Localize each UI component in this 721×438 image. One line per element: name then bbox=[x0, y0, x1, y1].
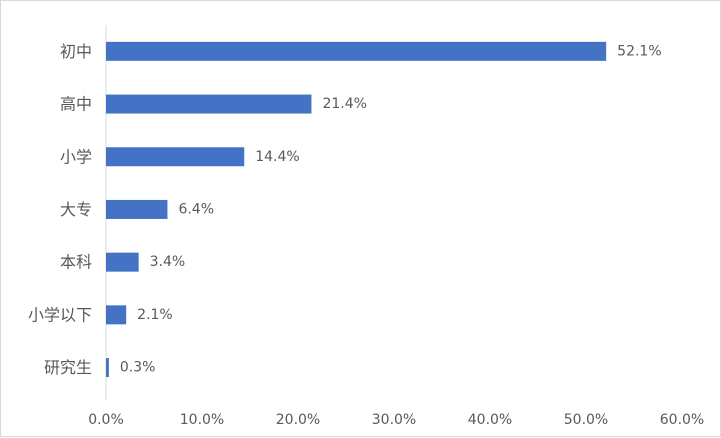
x-tick-label: 0.0% bbox=[88, 412, 124, 428]
x-tick-label: 60.0% bbox=[660, 412, 704, 428]
category-label: 小学 bbox=[60, 147, 92, 166]
bar bbox=[106, 199, 168, 219]
value-label: 52.1% bbox=[617, 43, 661, 59]
value-label: 21.4% bbox=[322, 96, 366, 112]
value-label: 14.4% bbox=[255, 149, 299, 165]
category-label: 小学以下 bbox=[28, 305, 92, 324]
bar bbox=[106, 358, 109, 378]
category-label: 本科 bbox=[60, 253, 92, 272]
value-label: 0.3% bbox=[120, 360, 156, 376]
category-label: 大专 bbox=[60, 200, 92, 219]
category-label: 研究生 bbox=[44, 358, 92, 377]
bar bbox=[106, 41, 607, 61]
x-tick-label: 20.0% bbox=[276, 412, 320, 428]
x-tick-label: 10.0% bbox=[180, 412, 224, 428]
bar bbox=[106, 147, 245, 167]
x-tick-label: 40.0% bbox=[468, 412, 512, 428]
bar bbox=[106, 252, 139, 272]
value-label: 3.4% bbox=[150, 254, 186, 270]
category-label: 初中 bbox=[60, 42, 92, 61]
value-label: 2.1% bbox=[137, 307, 173, 323]
category-label: 高中 bbox=[60, 95, 92, 114]
value-label: 6.4% bbox=[178, 201, 214, 217]
bar bbox=[106, 305, 127, 325]
x-tick-label: 50.0% bbox=[564, 412, 608, 428]
x-tick-label: 30.0% bbox=[372, 412, 416, 428]
bar bbox=[106, 94, 312, 114]
